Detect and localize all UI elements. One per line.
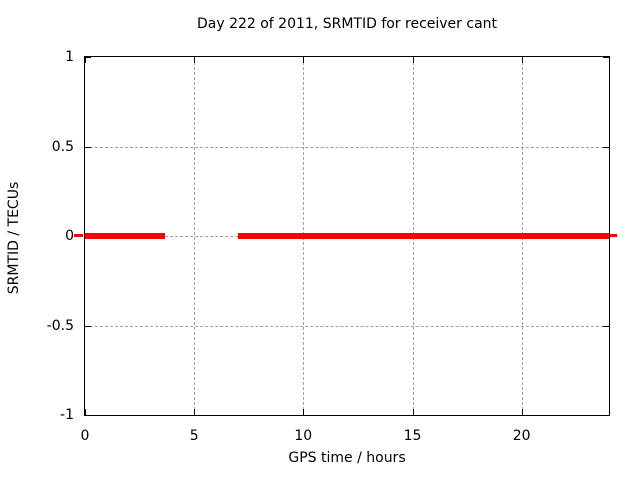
x-tick-mark-top bbox=[521, 57, 523, 63]
chart-title: Day 222 of 2011, SRMTID for receiver can… bbox=[196, 16, 498, 32]
y-tick-mark-left bbox=[85, 146, 91, 148]
x-tick-mark-top bbox=[194, 57, 196, 63]
y-tick-mark-right bbox=[603, 146, 609, 148]
x-tick-label: 5 bbox=[189, 428, 199, 444]
line-edge-mark-right bbox=[610, 234, 617, 237]
x-tick-label: 15 bbox=[403, 428, 422, 444]
x-tick-mark-bottom bbox=[412, 409, 414, 415]
y-tick-mark-right bbox=[603, 415, 609, 416]
x-tick-mark-bottom bbox=[194, 409, 196, 415]
x-tick-mark-bottom bbox=[521, 409, 523, 415]
x-tick-mark-top bbox=[85, 57, 86, 63]
x-axis-title: GPS time / hours bbox=[288, 450, 406, 466]
data-line-segment bbox=[85, 233, 165, 239]
y-tick-label: -1 bbox=[60, 407, 74, 423]
y-gridline bbox=[85, 146, 609, 148]
y-tick-mark-right bbox=[603, 57, 609, 58]
x-tick-mark-bottom bbox=[303, 409, 305, 415]
y-tick-mark-left bbox=[85, 325, 91, 327]
y-tick-mark-left bbox=[85, 415, 91, 416]
data-line-segment bbox=[237, 233, 609, 239]
y-tick-mark-left bbox=[85, 57, 91, 58]
y-tick-label: -0.5 bbox=[46, 317, 74, 334]
x-tick-mark-top bbox=[303, 57, 305, 63]
x-tick-mark-bottom bbox=[85, 409, 86, 415]
plot-area bbox=[84, 56, 610, 416]
y-tick-label: 1 bbox=[65, 49, 74, 65]
x-tick-label: 10 bbox=[294, 428, 313, 444]
x-tick-mark-top bbox=[412, 57, 414, 63]
y-gridline bbox=[85, 325, 609, 327]
x-tick-label: 0 bbox=[80, 428, 90, 444]
line-edge-mark-left bbox=[74, 234, 83, 237]
y-tick-mark-right bbox=[603, 325, 609, 327]
x-tick-label: 20 bbox=[512, 428, 531, 444]
y-tick-label: 0.5 bbox=[51, 138, 74, 155]
y-tick-label: 0 bbox=[65, 228, 74, 244]
